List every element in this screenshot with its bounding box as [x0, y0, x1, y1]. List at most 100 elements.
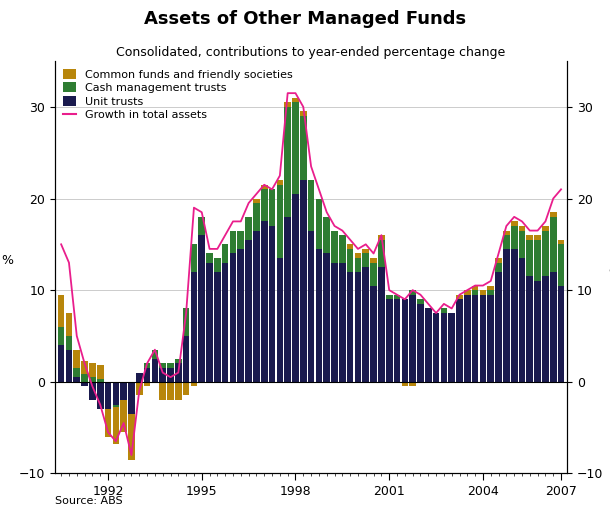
Bar: [362, 253, 369, 267]
Bar: [440, 308, 447, 313]
Bar: [432, 313, 439, 382]
Bar: [190, 244, 197, 272]
Bar: [230, 253, 236, 382]
Bar: [144, 363, 151, 368]
Text: Assets of Other Managed Funds: Assets of Other Managed Funds: [144, 10, 466, 28]
Bar: [214, 272, 221, 382]
Bar: [151, 359, 158, 382]
Bar: [558, 286, 564, 382]
Bar: [81, 361, 88, 375]
Bar: [97, 379, 104, 382]
Bar: [542, 231, 549, 276]
Bar: [550, 217, 556, 272]
Bar: [479, 295, 486, 382]
Bar: [183, 308, 190, 336]
Bar: [190, 382, 197, 386]
Bar: [386, 295, 392, 299]
Bar: [128, 414, 135, 460]
Bar: [308, 180, 314, 231]
Y-axis label: %: %: [2, 254, 13, 267]
Bar: [183, 336, 190, 382]
Bar: [105, 409, 112, 437]
Bar: [401, 299, 408, 382]
Y-axis label: %: %: [609, 267, 610, 280]
Bar: [354, 253, 361, 258]
Bar: [151, 350, 158, 359]
Bar: [558, 240, 564, 244]
Bar: [66, 313, 72, 336]
Bar: [97, 365, 104, 379]
Bar: [276, 185, 283, 258]
Bar: [362, 267, 369, 382]
Bar: [503, 231, 510, 235]
Bar: [534, 240, 541, 281]
Bar: [206, 263, 213, 382]
Bar: [112, 382, 119, 405]
Bar: [167, 382, 174, 400]
Bar: [237, 231, 244, 249]
Bar: [409, 382, 416, 386]
Bar: [253, 203, 260, 231]
Bar: [300, 111, 307, 116]
Bar: [456, 299, 463, 382]
Bar: [276, 180, 283, 185]
Bar: [58, 295, 65, 327]
Bar: [89, 377, 96, 382]
Bar: [112, 407, 119, 444]
Bar: [518, 226, 525, 231]
Bar: [354, 272, 361, 382]
Bar: [409, 295, 416, 382]
Bar: [175, 382, 182, 400]
Bar: [503, 235, 510, 249]
Bar: [518, 231, 525, 258]
Bar: [81, 375, 88, 382]
Bar: [495, 263, 502, 272]
Bar: [526, 235, 533, 240]
Bar: [370, 286, 377, 382]
Bar: [128, 382, 135, 414]
Bar: [472, 290, 478, 295]
Bar: [58, 327, 65, 345]
Bar: [269, 189, 275, 226]
Bar: [300, 116, 307, 180]
Bar: [245, 240, 252, 382]
Bar: [440, 313, 447, 382]
Bar: [542, 226, 549, 231]
Bar: [448, 313, 455, 382]
Bar: [425, 308, 432, 382]
Bar: [401, 382, 408, 386]
Bar: [198, 235, 205, 382]
Bar: [112, 405, 119, 407]
Bar: [167, 363, 174, 368]
Bar: [503, 249, 510, 382]
Bar: [495, 272, 502, 382]
Bar: [417, 299, 424, 304]
Bar: [253, 199, 260, 203]
Bar: [331, 263, 338, 382]
Bar: [487, 295, 494, 382]
Bar: [237, 249, 244, 382]
Bar: [378, 267, 385, 382]
Bar: [105, 382, 112, 409]
Bar: [370, 263, 377, 286]
Bar: [464, 290, 471, 295]
Bar: [511, 249, 517, 382]
Bar: [284, 107, 291, 217]
Bar: [479, 290, 486, 295]
Bar: [323, 217, 330, 253]
Bar: [66, 350, 72, 382]
Bar: [97, 382, 104, 409]
Bar: [284, 102, 291, 107]
Bar: [487, 290, 494, 295]
Bar: [393, 299, 400, 382]
Bar: [175, 363, 182, 382]
Text: Source: ABS: Source: ABS: [55, 496, 123, 506]
Bar: [378, 235, 385, 240]
Bar: [323, 253, 330, 382]
Bar: [370, 258, 377, 263]
Bar: [73, 350, 80, 368]
Bar: [511, 226, 517, 249]
Bar: [120, 382, 127, 400]
Bar: [542, 276, 549, 382]
Legend: Common funds and friendly societies, Cash management trusts, Unit trusts, Growth: Common funds and friendly societies, Cas…: [60, 67, 295, 123]
